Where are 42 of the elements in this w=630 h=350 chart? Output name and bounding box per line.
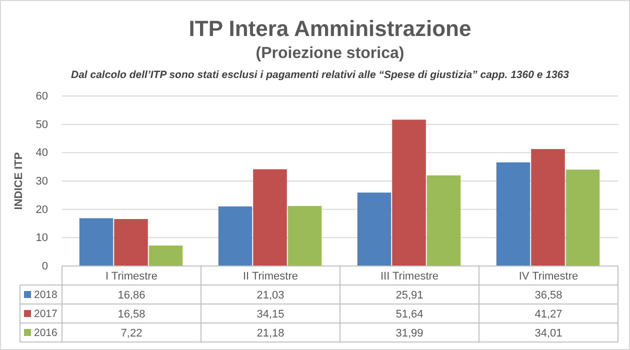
legend-label: 2016 <box>34 327 58 339</box>
bar <box>253 169 287 266</box>
bar <box>79 218 114 266</box>
bar <box>566 170 600 266</box>
bar <box>531 149 565 266</box>
legend-label: 2018 <box>34 289 58 301</box>
bar <box>426 175 461 266</box>
data-label: 25,91 <box>396 290 424 302</box>
data-label: 16,86 <box>118 290 146 302</box>
bar <box>114 219 148 266</box>
data-label: 21,03 <box>256 290 284 302</box>
x-tick-label: IV Trimestre <box>518 270 578 282</box>
data-label: 41,27 <box>534 308 562 320</box>
data-label: 16,58 <box>118 308 146 320</box>
legend-label: 2017 <box>34 308 58 320</box>
data-label: 21,18 <box>256 328 284 340</box>
bar <box>357 192 392 266</box>
bar <box>392 120 426 266</box>
y-tick-label: 60 <box>36 90 48 103</box>
bar <box>218 206 252 266</box>
data-label: 31,99 <box>396 328 424 340</box>
y-tick-label: 30 <box>36 176 48 188</box>
text: Dal calcolo dell’ITP sono stati esclusi i pagamenti relativi alle “Spese di giustizia” capp. 1360 e 1363 <box>71 69 570 81</box>
y-tick-label: 0 <box>42 260 48 273</box>
data-label: 36,58 <box>534 290 562 302</box>
data-label: 7,22 <box>120 328 142 340</box>
data-label: 51,64 <box>396 308 424 320</box>
x-tick-label: II Trimestre <box>242 270 298 282</box>
y-tick-label: 40 <box>36 147 48 160</box>
data-label: 34,15 <box>256 308 284 320</box>
x-tick-label: III Trimestre <box>380 270 439 282</box>
y-tick-label: 20 <box>36 204 48 216</box>
x-tick-label: I Trimestre <box>106 270 158 282</box>
chart-title: ITP Intera Amministrazione <box>188 16 472 41</box>
bar <box>148 246 183 266</box>
y-tick-label: 50 <box>36 118 48 131</box>
bar <box>496 162 530 266</box>
chart-subtitle: (Proiezione storica) <box>256 45 404 62</box>
bar <box>288 206 322 266</box>
data-label: 34,01 <box>534 328 562 340</box>
y-tick-label: 10 <box>36 232 48 244</box>
y-axis-title: INDICE ITP <box>13 152 25 210</box>
